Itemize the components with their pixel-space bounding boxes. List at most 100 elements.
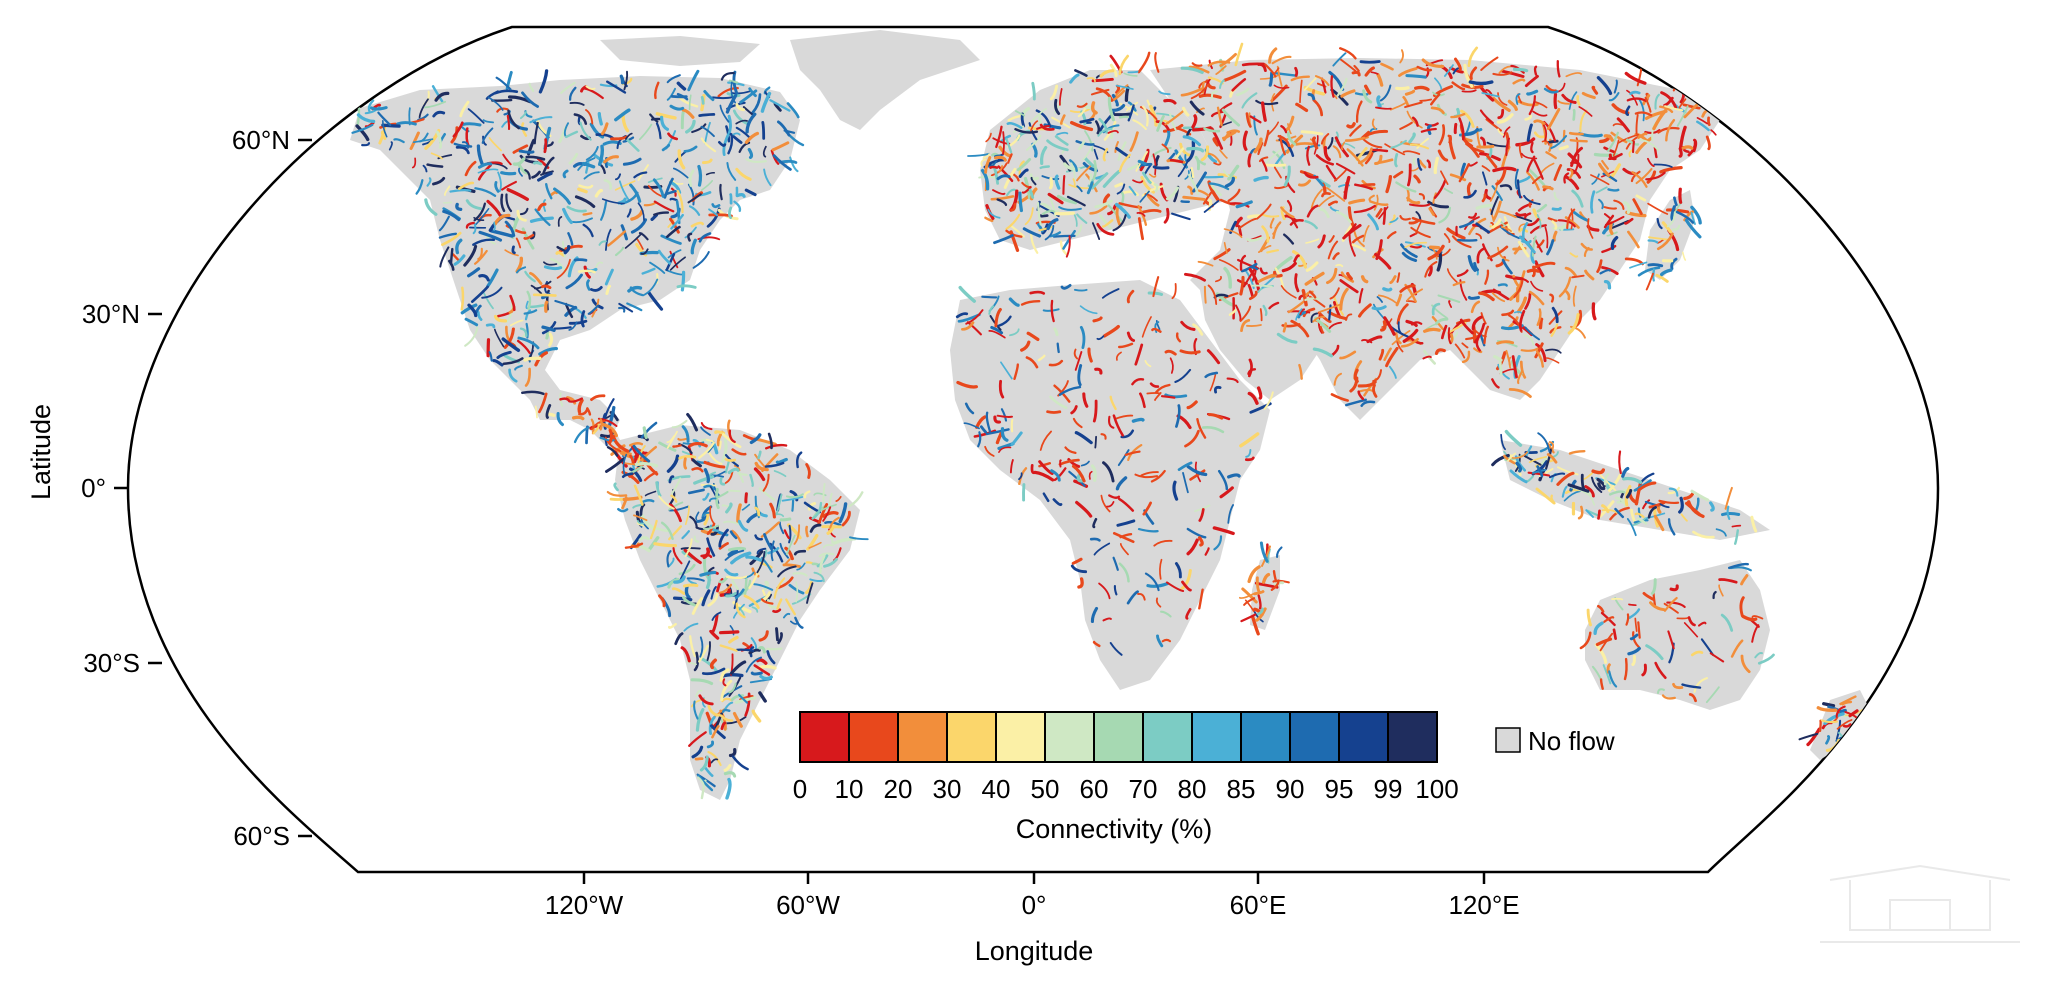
river-segment [1497,128,1505,136]
river-segment [1182,135,1202,147]
river-segment [1109,63,1118,78]
river-segment [1428,207,1435,216]
river-segment [453,254,466,266]
river-segment [1189,469,1206,481]
river-segment [1603,279,1612,290]
river-segment [1721,512,1741,517]
river-segment [1544,226,1549,249]
river-segment [1581,91,1596,100]
river-segment [367,99,375,113]
river-segment [647,184,662,197]
river-segment [996,174,1011,181]
river-segment [1437,149,1449,162]
river-segment [1351,70,1361,77]
river-segment [1372,369,1382,383]
river-segment [1235,216,1243,228]
river-segment [528,82,535,92]
river-segment [1626,89,1638,106]
river-segment [1094,367,1103,375]
river-segment [1186,400,1198,410]
river-segment [1612,139,1620,157]
river-segment [1146,392,1162,395]
river-segment [654,81,660,100]
river-segment [1029,173,1040,181]
river-segment [1572,285,1577,307]
river-segment [669,197,678,202]
river-segment [699,636,704,658]
river-segment [1090,606,1099,624]
river-segment [818,552,835,558]
river-segment [1319,325,1325,334]
river-segment [703,484,715,491]
river-segment [464,317,479,327]
river-segment [710,525,719,536]
river-segment [779,542,790,559]
river-segment [1180,87,1204,97]
river-segment [481,286,503,299]
river-segment [1221,108,1241,127]
river-segment [1668,487,1679,497]
river-segment [688,731,707,747]
river-segment [1492,71,1513,76]
river-segment [745,112,757,134]
river-segment [1638,98,1645,122]
river-segment [1798,732,1819,741]
river-segment [582,161,596,169]
river-segment [1258,245,1272,253]
river-segment [1502,126,1511,138]
river-segment [1654,661,1667,679]
river-segment [1227,473,1241,479]
river-segment [1545,448,1553,470]
river-segment [1597,509,1601,520]
x-tick-label-0: 0° [1022,890,1047,920]
river-segment [721,439,728,463]
river-segment [1259,267,1268,275]
river-segment [1601,244,1617,254]
river-segment [573,426,590,444]
river-segment [638,536,650,542]
river-segment [1616,117,1630,133]
river-segment [1247,214,1261,219]
river-segment [585,109,594,125]
river-segment [568,321,578,331]
river-segment [1596,76,1613,96]
river-segment [1580,242,1593,251]
river-segment [1257,594,1262,610]
river-segment [1203,127,1221,133]
river-segment [841,510,851,527]
river-segment [758,487,776,501]
river-segment [1065,235,1071,258]
river-segment [1485,118,1502,132]
river-segment [650,213,658,222]
river-segment [1524,292,1532,310]
river-segment [1295,102,1309,113]
river-segment [1097,127,1113,137]
river-segment [1391,330,1411,346]
river-segment [1310,188,1323,209]
river-segment [1102,617,1112,622]
river-segment [996,198,1008,207]
colorbar-bin-2 [897,711,948,763]
river-segment [369,106,388,111]
river-segment [1647,506,1657,519]
river-segment [1079,325,1086,349]
river-segment [1545,357,1560,364]
river-segment [1360,275,1369,284]
river-segment [722,678,727,687]
river-segment [749,433,762,445]
river-segment [438,232,458,239]
river-segment [556,258,571,279]
river-segment [1682,251,1687,261]
river-segment [686,412,699,432]
river-segment [1459,220,1475,229]
river-segment [682,596,696,607]
river-segment [783,529,790,540]
river-segment [1599,678,1604,690]
river-segment [1595,637,1613,647]
river-segment [777,632,783,645]
river-segment [1460,109,1475,128]
river-segment [701,667,726,676]
river-segment [964,402,975,415]
river-segment [1431,302,1441,316]
river-segment [1603,206,1617,210]
